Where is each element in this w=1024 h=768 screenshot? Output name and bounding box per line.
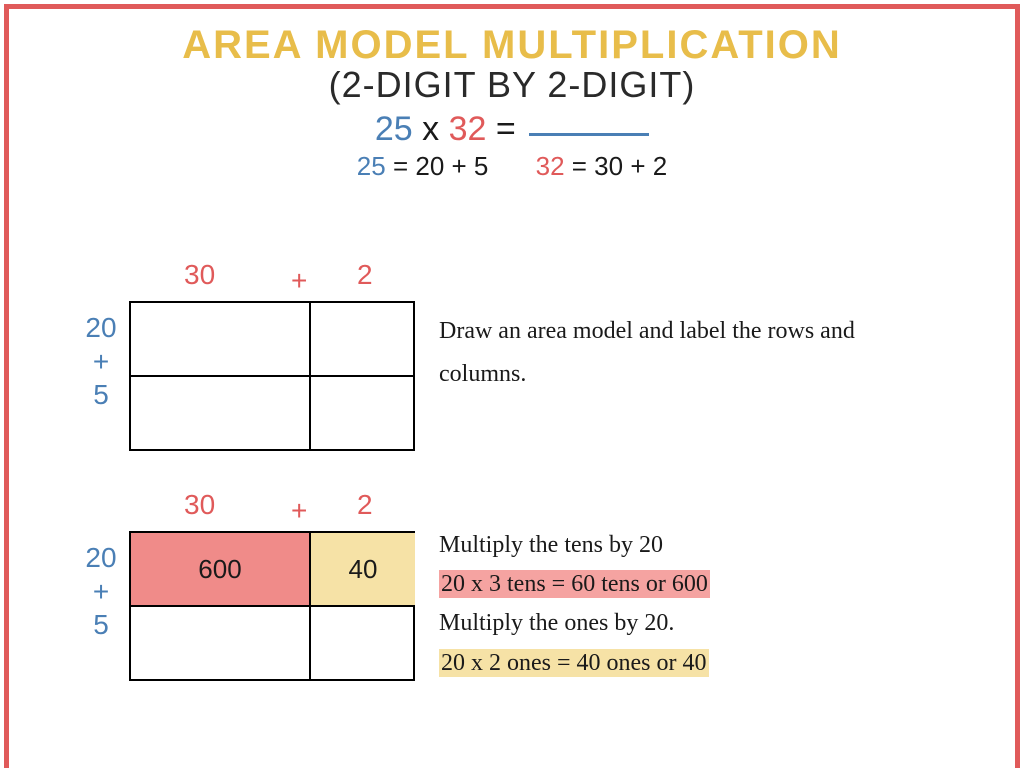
model2-col-right: 2 bbox=[357, 489, 373, 521]
model2-col-plus: + bbox=[291, 495, 307, 527]
instruction-line: Draw an area model and label the rows an… bbox=[439, 311, 995, 352]
title-line1: AREA MODEL MULTIPLICATION bbox=[9, 23, 1015, 68]
model2-cell-br bbox=[311, 607, 415, 681]
equation-op: x bbox=[422, 110, 439, 148]
equation-equals: = bbox=[496, 110, 516, 148]
area-model-1: 30 + 2 20 + 5 Draw an area model and lab… bbox=[39, 259, 995, 489]
title-line2: (2-DIGIT BY 2-DIGIT) bbox=[9, 64, 1015, 106]
model1-row-labels: 20 + 5 bbox=[81, 311, 121, 412]
equation-blank bbox=[529, 133, 649, 136]
model1-row-plus: + bbox=[81, 345, 121, 379]
decomp-right-expr: = 30 + 2 bbox=[572, 151, 667, 181]
equation-left: 25 bbox=[375, 110, 413, 148]
model1-cell-tr bbox=[311, 303, 415, 377]
model2-grid: 600 40 bbox=[129, 531, 415, 681]
decomp-left-num: 25 bbox=[357, 151, 386, 181]
model1-row-top: 20 bbox=[81, 311, 121, 345]
model2-col-left: 30 bbox=[184, 489, 215, 521]
model2-cell-tl: 600 bbox=[131, 533, 311, 607]
model1-col-plus: + bbox=[291, 265, 307, 297]
decomp-left-expr: = 20 + 5 bbox=[393, 151, 488, 181]
model2-row-bottom: 5 bbox=[81, 608, 121, 642]
model2-row-plus: + bbox=[81, 575, 121, 609]
area-model-2: 30 + 2 20 + 5 600 40 Multiply the tens b… bbox=[39, 489, 995, 719]
content-area: 30 + 2 20 + 5 Draw an area model and lab… bbox=[39, 259, 995, 719]
model2-row-top: 20 bbox=[81, 541, 121, 575]
model2-instructions: Multiply the tens by 2020 x 3 tens = 60 … bbox=[439, 527, 995, 684]
instruction-line: Multiply the tens by 20 bbox=[439, 527, 995, 564]
model2-cell-tr: 40 bbox=[311, 533, 415, 607]
model1-col-left: 30 bbox=[184, 259, 215, 291]
model1-grid bbox=[129, 301, 415, 451]
instruction-line: 20 x 2 ones = 40 ones or 40 bbox=[439, 645, 995, 682]
model1-row-bottom: 5 bbox=[81, 378, 121, 412]
instruction-line: Multiply the ones by 20. bbox=[439, 605, 995, 642]
decomposition-row: 25 = 20 + 5 32 = 30 + 2 bbox=[9, 151, 1015, 182]
instruction-line: columns. bbox=[439, 354, 995, 395]
model1-col-right: 2 bbox=[357, 259, 373, 291]
model1-cell-bl bbox=[131, 377, 311, 451]
instruction-line: 20 x 3 tens = 60 tens or 600 bbox=[439, 566, 995, 603]
page-border: AREA MODEL MULTIPLICATION (2-DIGIT BY 2-… bbox=[4, 4, 1020, 768]
decomp-right-num: 32 bbox=[536, 151, 565, 181]
model1-cell-tl bbox=[131, 303, 311, 377]
model2-row-labels: 20 + 5 bbox=[81, 541, 121, 642]
title-block: AREA MODEL MULTIPLICATION (2-DIGIT BY 2-… bbox=[9, 9, 1015, 106]
model1-cell-br bbox=[311, 377, 415, 451]
model1-instructions: Draw an area model and label the rows an… bbox=[439, 311, 995, 397]
model2-cell-bl bbox=[131, 607, 311, 681]
equation-right: 32 bbox=[449, 110, 487, 148]
main-equation: 25 x 32 = bbox=[9, 110, 1015, 149]
